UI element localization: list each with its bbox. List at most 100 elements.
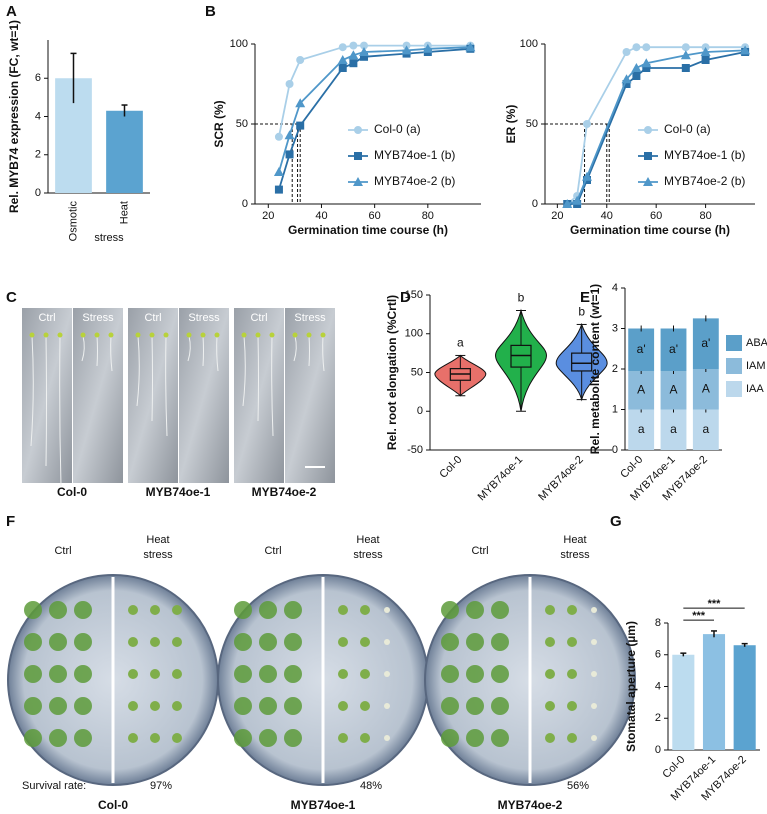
- significance-label: ***: [692, 610, 706, 622]
- point: [632, 72, 641, 80]
- seedling-ctrl: [491, 601, 509, 619]
- bar: [733, 645, 756, 750]
- seedling-heat: [360, 669, 370, 679]
- seedling-ctrl: [74, 729, 92, 747]
- segment-label: a: [670, 422, 677, 436]
- x-tick-label: 40: [315, 210, 327, 222]
- y-tick-label: 100: [520, 38, 538, 50]
- seedling-ctrl: [74, 633, 92, 651]
- panel-label: A: [6, 3, 17, 20]
- seedling-ctrl: [259, 729, 277, 747]
- root: [136, 335, 140, 407]
- cotyledon: [80, 332, 86, 338]
- x-tick-label: 80: [699, 210, 711, 222]
- point: [360, 52, 369, 61]
- bar-segment: [692, 318, 719, 369]
- panel-label: G: [610, 513, 622, 530]
- seedling-ctrl: [259, 665, 277, 683]
- condition-label: Stress: [82, 312, 114, 324]
- seedling-ctrl: [284, 665, 302, 683]
- x-tick-label: Heat: [118, 201, 130, 224]
- y-axis-label: Rel. root elongation (%Crtl): [385, 295, 399, 450]
- seedling-heat: [545, 733, 555, 743]
- root: [271, 335, 274, 437]
- y-axis-label: Rel. metabolite content (wt=1): [588, 284, 602, 454]
- cotyledon: [29, 332, 35, 338]
- seedling-ctrl: [234, 601, 252, 619]
- y-tick-label: 0: [612, 444, 618, 456]
- seedling-heat: [360, 701, 370, 711]
- root: [322, 335, 325, 372]
- point: [274, 185, 283, 194]
- seedling-heat: [384, 607, 390, 613]
- legend-label: ABA: [746, 337, 767, 349]
- seedling-heat: [172, 669, 182, 679]
- bar-segment: [660, 328, 687, 372]
- panel-label: F: [6, 513, 15, 530]
- condition-label: stress: [353, 549, 383, 561]
- point: [681, 64, 690, 72]
- condition-label: Ctrl: [250, 312, 267, 324]
- seedling-heat: [128, 701, 138, 711]
- series-line: [278, 47, 471, 190]
- survival-rate: 48%: [360, 780, 382, 792]
- seedling-ctrl: [441, 697, 459, 715]
- point: [562, 199, 573, 208]
- cotyledon: [269, 332, 275, 338]
- cotyledon: [149, 332, 155, 338]
- y-tick-label: 150: [405, 289, 423, 301]
- point: [359, 47, 370, 56]
- seedling-ctrl: [491, 697, 509, 715]
- point: [642, 64, 651, 72]
- y-tick-label: 100: [405, 328, 423, 340]
- seedling-ctrl: [259, 697, 277, 715]
- point: [632, 43, 641, 52]
- point: [295, 98, 306, 108]
- condition-label: Heat: [356, 534, 379, 546]
- seedling-heat: [150, 669, 160, 679]
- legend-swatch: [726, 335, 742, 351]
- seedling-ctrl: [234, 633, 252, 651]
- condition-label: stress: [143, 549, 173, 561]
- root: [96, 335, 98, 367]
- condition-label: stress: [560, 549, 590, 561]
- segment-label: A: [637, 382, 645, 396]
- seedling-heat: [128, 733, 138, 743]
- point: [740, 45, 751, 55]
- y-tick-label: 6: [35, 72, 41, 84]
- genotype-label: MYB74oe-2: [252, 485, 317, 499]
- box: [571, 352, 593, 372]
- condition-label: Stress: [294, 312, 326, 324]
- seedling-ctrl: [74, 665, 92, 683]
- seedling-ctrl: [284, 729, 302, 747]
- root: [202, 335, 204, 367]
- root: [45, 335, 47, 467]
- seedling-heat: [360, 605, 370, 615]
- point: [338, 64, 347, 72]
- point: [631, 63, 642, 72]
- seedling-heat: [567, 669, 577, 679]
- x-axis-label: stress: [94, 232, 124, 244]
- cotyledon: [163, 332, 169, 338]
- seedling-ctrl: [24, 697, 42, 715]
- bar-segment: [628, 328, 655, 372]
- y-tick-label: 4: [35, 110, 41, 122]
- point: [348, 50, 359, 60]
- condition-label: Ctrl: [144, 312, 161, 324]
- seedling-heat: [150, 637, 160, 647]
- x-tick-label: 40: [601, 210, 613, 222]
- y-tick-label: 0: [35, 187, 41, 199]
- cotyledon: [43, 332, 49, 338]
- point: [401, 45, 412, 55]
- point: [622, 48, 631, 56]
- bar-segment: [628, 409, 655, 450]
- survival-label: Survival rate:: [22, 780, 86, 792]
- seedling-heat: [338, 733, 348, 743]
- y-axis-label: Stomatal aperture (µm): [624, 621, 638, 752]
- point: [337, 55, 348, 64]
- genotype-label: MYB74oe-1: [291, 798, 356, 812]
- bar-segment: [628, 371, 655, 410]
- seedling-ctrl: [234, 665, 252, 683]
- cotyledon: [57, 332, 63, 338]
